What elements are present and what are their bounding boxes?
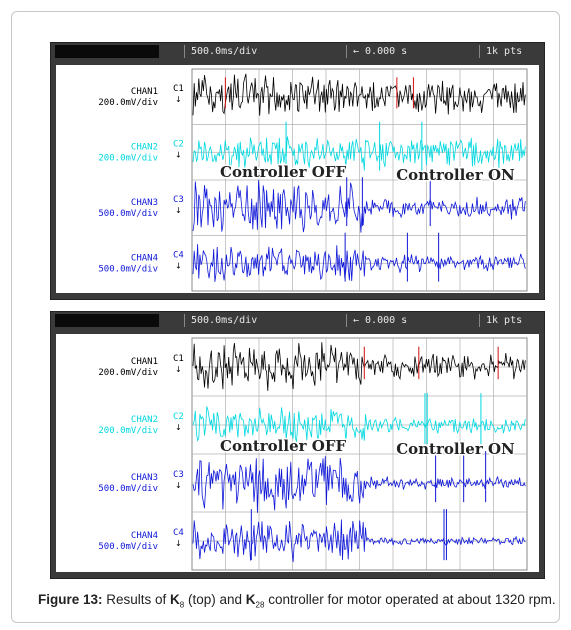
channel-label: CHAN1	[131, 87, 158, 97]
oscilloscope-top: 500.0ms/div ← 0.000 s 1k pts CHAN1 200.0m…	[50, 42, 545, 300]
channel-scale: 500.0mV/div	[98, 209, 158, 219]
trigger-readout: ← 0.000 s	[346, 45, 466, 58]
waveform-plot: CHAN1200.0mV/divC1↓CHAN2200.0mV/divC2↓CH…	[98, 68, 528, 292]
caption-text: Results of	[102, 592, 171, 607]
waveform-plot: CHAN1200.0mV/divC1↓CHAN2200.0mV/divC2↓CH…	[98, 337, 528, 571]
channel-waveform	[192, 406, 526, 442]
channel-marker: C3	[173, 470, 184, 480]
channel-scale: 500.0mV/div	[98, 264, 158, 274]
channel-label: CHAN3	[131, 473, 158, 483]
scope-header: 500.0ms/div ← 0.000 s 1k pts	[51, 43, 544, 60]
channel-waveform	[192, 456, 526, 513]
controller-on-label: Controller ON	[396, 440, 515, 458]
channel-scale: 200.0mV/div	[98, 426, 158, 436]
oscilloscope-bottom: 500.0ms/div ← 0.000 s 1k pts CHAN1 200.0m…	[50, 311, 545, 579]
channel-ground-marker: ↓	[175, 423, 182, 432]
channel-ground-marker: ↓	[175, 261, 182, 270]
caption-text: (top) and	[184, 592, 246, 607]
channel-label: CHAN4	[131, 531, 158, 541]
points-readout: 1k pts	[479, 45, 539, 58]
trigger-readout: ← 0.000 s	[346, 314, 466, 327]
channel-waveform	[192, 244, 526, 282]
channel-marker: C3	[173, 195, 184, 205]
caption-k: K	[245, 592, 256, 607]
controller-off-label: Controller OFF	[220, 163, 346, 181]
channel-marker: C2	[173, 412, 184, 422]
channel-label: CHAN2	[131, 415, 158, 425]
points-readout: 1k pts	[479, 314, 539, 327]
channel-marker: C4	[173, 250, 184, 260]
controller-off-label: Controller OFF	[220, 437, 346, 455]
channel-waveform	[192, 136, 526, 171]
scope-header-block	[55, 314, 159, 327]
caption-sub: 28	[255, 600, 265, 610]
channel-label: CHAN3	[131, 198, 158, 208]
scope-screen: CHAN1 200.0mV/div C1 ↓ CHAN2 200.0mV/div C2 ↓ CH…	[56, 65, 539, 293]
caption-sub: 8	[179, 600, 185, 610]
channel-ground-marker: ↓	[175, 365, 182, 374]
channel-ground-marker: ↓	[175, 481, 182, 490]
caption-k: K	[170, 592, 180, 607]
channel-waveform	[192, 342, 526, 391]
channel-waveform	[192, 73, 526, 116]
caption-text: controller for motor operated at about 1…	[264, 592, 556, 607]
channel-marker: C1	[173, 84, 184, 94]
channel-ground-marker: ↓	[175, 206, 182, 215]
channel-scale: 200.0mV/div	[98, 98, 158, 108]
timebase-readout: 500.0ms/div	[184, 45, 334, 58]
channel-marker: C1	[173, 354, 184, 364]
channel-scale: 500.0mV/div	[98, 484, 158, 494]
channel-marker: C4	[173, 528, 184, 538]
channel-label: CHAN4	[131, 253, 158, 263]
scope-header-block	[55, 45, 159, 58]
channel-label: CHAN2	[131, 142, 158, 152]
channel-ground-marker: ↓	[175, 95, 182, 104]
channel-marker: C2	[173, 139, 184, 149]
channel-waveform	[192, 180, 526, 233]
channel-scale: 200.0mV/div	[98, 153, 158, 163]
caption-label: Figure 13:	[38, 592, 103, 607]
scope-screen: CHAN1 200.0mV/div C1 ↓ CHAN2 200.0mV/div C2 ↓ CH…	[56, 334, 539, 572]
controller-on-label: Controller ON	[396, 166, 515, 184]
channel-ground-marker: ↓	[175, 539, 182, 548]
channel-scale: 200.0mV/div	[98, 368, 158, 378]
channel-waveform	[192, 519, 526, 563]
channel-label: CHAN1	[131, 357, 158, 367]
channel-ground-marker: ↓	[175, 150, 182, 159]
figure-caption: Figure 13: Results of K8 (top) and K28 c…	[38, 592, 563, 614]
timebase-readout: 500.0ms/div	[184, 314, 334, 327]
channel-scale: 500.0mV/div	[98, 542, 158, 552]
scope-header: 500.0ms/div ← 0.000 s 1k pts	[51, 312, 544, 329]
figure-frame: 500.0ms/div ← 0.000 s 1k pts CHAN1 200.0m…	[11, 11, 560, 623]
